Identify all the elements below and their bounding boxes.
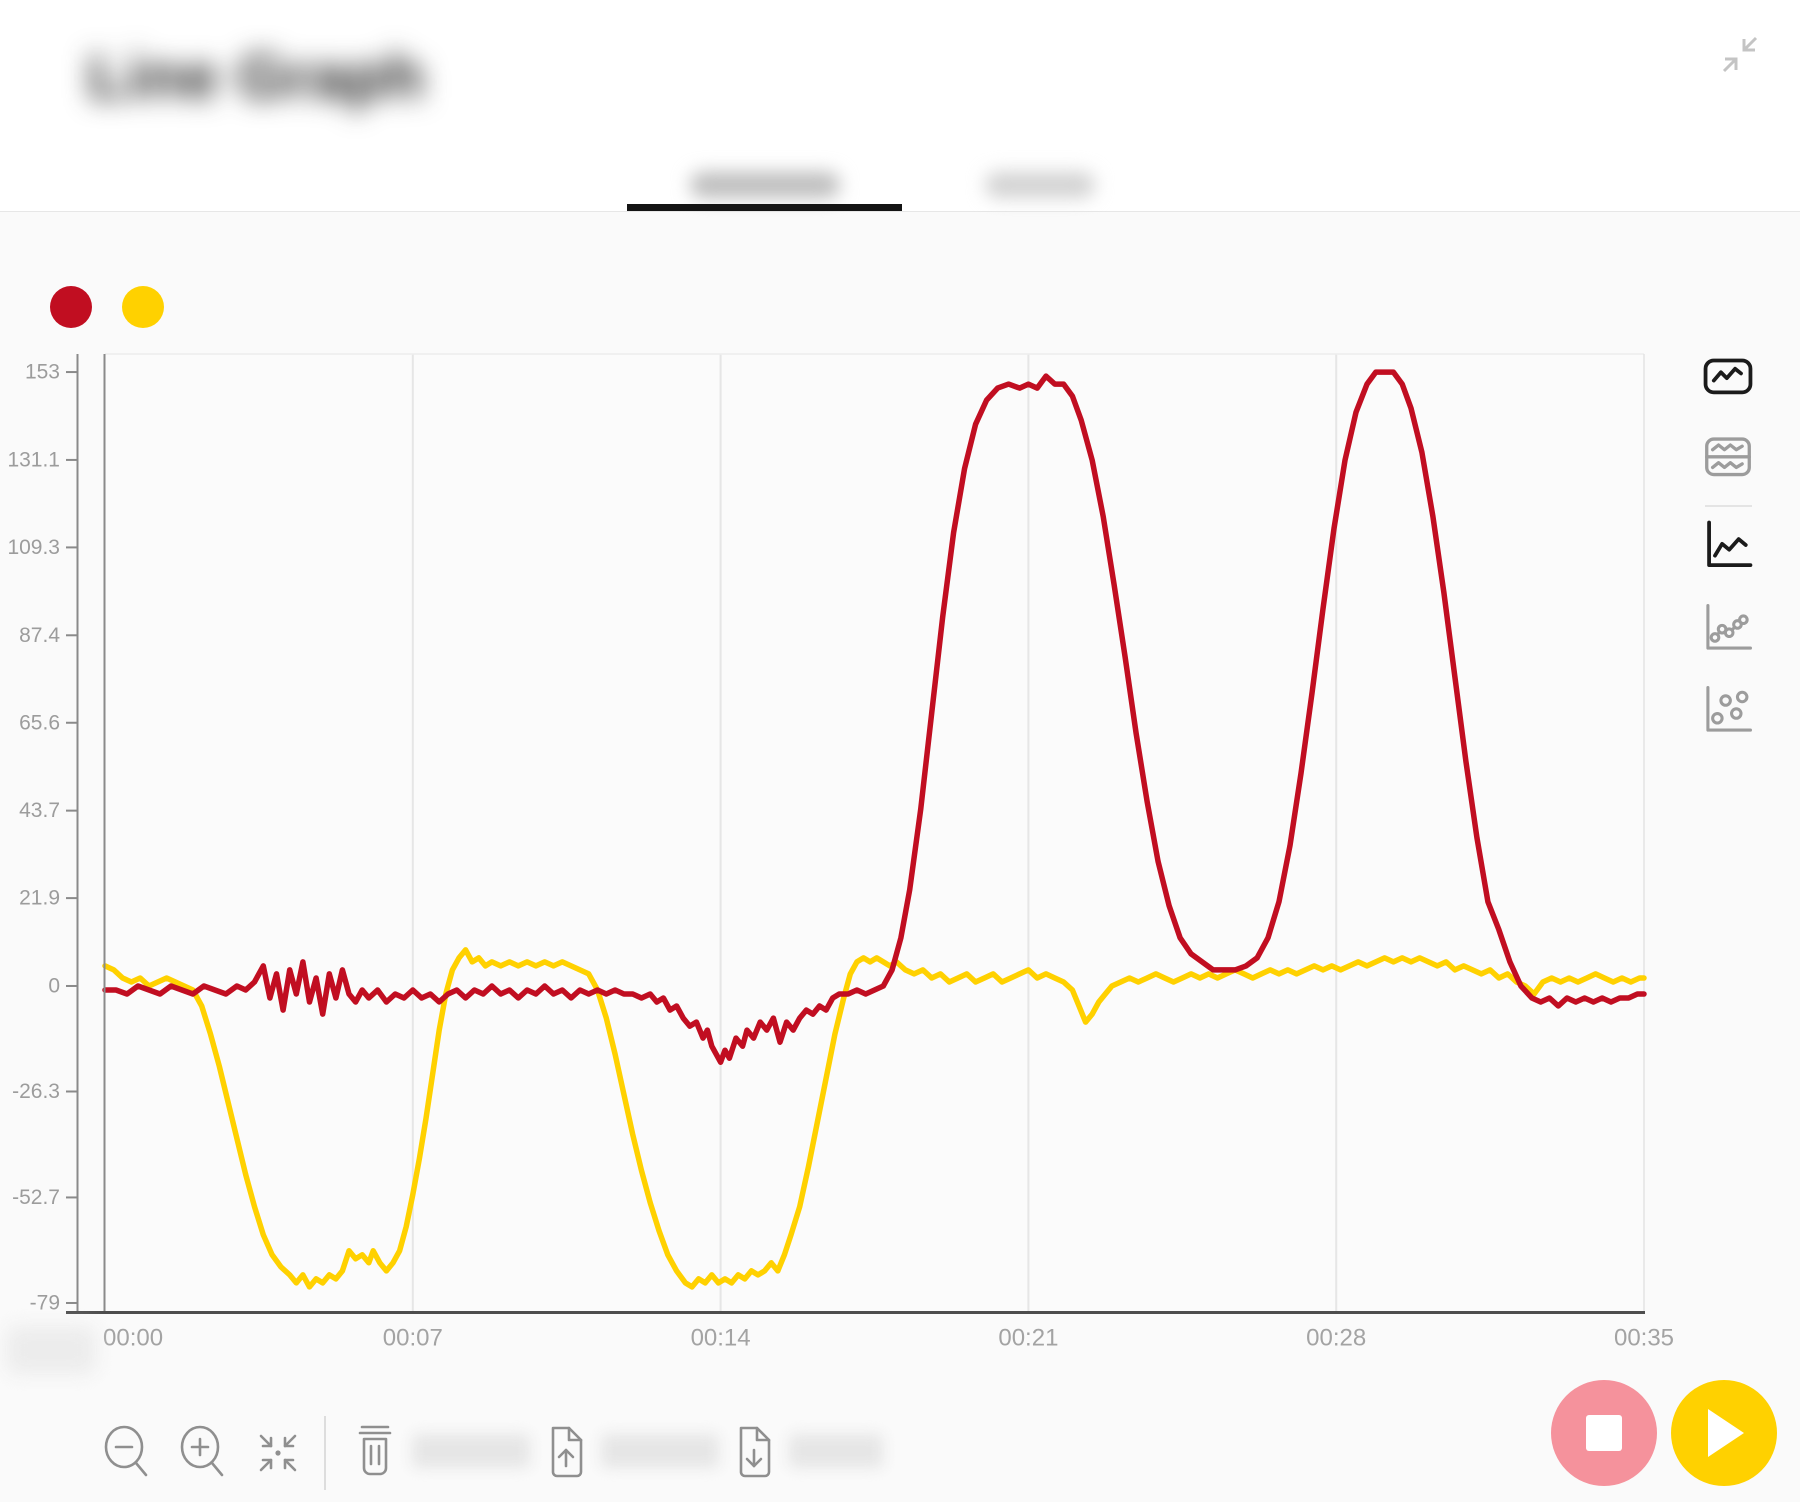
delete-blurred-label xyxy=(412,1434,530,1468)
line-points-chart-icon xyxy=(1706,604,1752,650)
y-tick-label: 131.1 xyxy=(7,448,60,471)
page-title: Line Graph xyxy=(88,43,426,112)
play-triangle-icon xyxy=(1708,1409,1744,1457)
collapse-arrow-shaft-lower xyxy=(1722,57,1738,73)
play-button[interactable] xyxy=(1671,1380,1777,1486)
zoom-in-button[interactable] xyxy=(176,1422,232,1482)
view-combined-button[interactable] xyxy=(1702,351,1754,403)
active-tab-indicator xyxy=(627,204,902,211)
x-tick-label: 00:07 xyxy=(383,1325,443,1352)
magnifier-plus-icon xyxy=(180,1425,224,1477)
collapse-arrow-head-lower xyxy=(1725,57,1738,70)
y-tick-label: 0 xyxy=(48,974,60,997)
y-tick-label: 21.9 xyxy=(19,887,60,910)
boxed-wave-icon xyxy=(1703,358,1753,395)
y-tick-label: 109.3 xyxy=(7,536,60,559)
legend-dot-red[interactable] xyxy=(50,286,92,328)
series-line-red xyxy=(102,369,1647,1065)
y-tick-label: 87.4 xyxy=(19,624,60,647)
stop-square-icon xyxy=(1586,1415,1622,1451)
series-line-yellow xyxy=(102,947,1647,1290)
fit-to-view-button[interactable] xyxy=(250,1424,306,1482)
collapse-arrows-icon[interactable] xyxy=(1722,26,1770,86)
magnifier-minus-icon xyxy=(104,1425,148,1477)
export-file-button[interactable] xyxy=(545,1420,719,1482)
y-tick-label: 43.7 xyxy=(19,799,60,822)
axis-corner-blurred-label xyxy=(6,1326,96,1374)
delete-data-button[interactable] xyxy=(352,1420,530,1482)
view-split-button[interactable] xyxy=(1702,432,1754,484)
y-tick-label: 65.6 xyxy=(19,711,60,734)
legend-dot-yellow[interactable] xyxy=(122,286,164,328)
download-file-button[interactable] xyxy=(733,1420,883,1482)
chart-type-line-button[interactable] xyxy=(1702,519,1754,571)
rail-divider xyxy=(1705,505,1752,507)
chart-type-line-points-button[interactable] xyxy=(1702,602,1754,654)
collapse-center-icon xyxy=(259,1434,297,1472)
header: Line Graph xyxy=(0,0,1800,212)
collapse-arrow-shaft-upper xyxy=(1742,36,1758,52)
toolbar-divider xyxy=(324,1416,326,1490)
scatter-chart-icon xyxy=(1706,686,1752,732)
download-blurred-label xyxy=(789,1434,883,1468)
stop-button[interactable] xyxy=(1551,1380,1657,1486)
trash-icon xyxy=(358,1425,392,1476)
tab-graph-blurred-label xyxy=(690,172,840,198)
file-upload-icon xyxy=(551,1426,583,1478)
y-tick-label: -26.3 xyxy=(12,1080,60,1103)
y-tick-label: -52.7 xyxy=(12,1186,60,1209)
export-blurred-label xyxy=(601,1434,719,1468)
x-tick-label: 00:35 xyxy=(1614,1325,1674,1352)
x-tick-label: 00:21 xyxy=(998,1325,1058,1352)
tab-graph-active[interactable] xyxy=(627,140,902,211)
tab-secondary-blurred-label xyxy=(985,172,1095,198)
x-tick-label: 00:28 xyxy=(1306,1325,1366,1352)
file-download-icon xyxy=(739,1426,771,1478)
zoom-out-button[interactable] xyxy=(100,1422,156,1482)
line-chart-icon xyxy=(1707,520,1753,567)
x-tick-label: 00:14 xyxy=(691,1325,751,1352)
y-tick-label: 153 xyxy=(25,361,60,384)
x-tick-label: 00:00 xyxy=(103,1325,163,1352)
plot-background xyxy=(105,354,1644,1311)
tab-secondary[interactable] xyxy=(950,140,1150,211)
stacked-waves-icon xyxy=(1705,437,1751,477)
y-tick-label: -79 xyxy=(30,1291,60,1314)
chart-type-scatter-button[interactable] xyxy=(1702,684,1754,736)
